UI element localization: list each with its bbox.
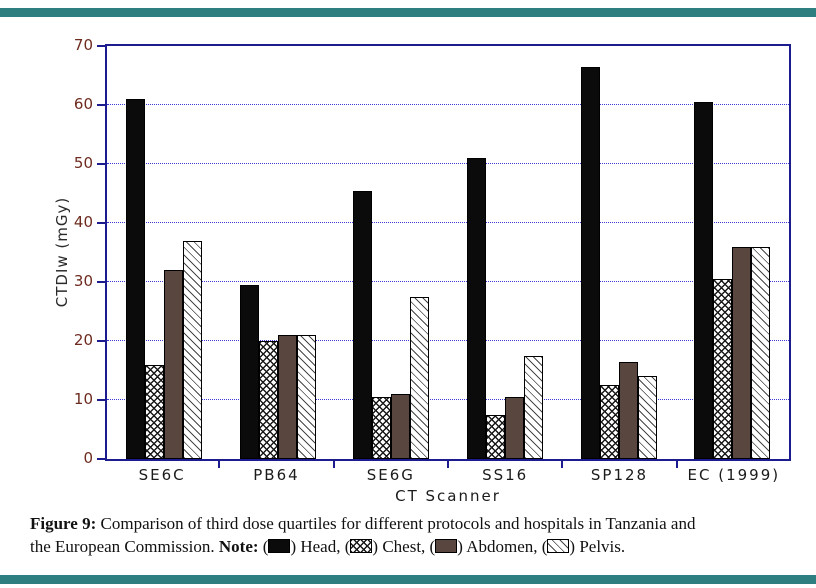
y-tick-30 xyxy=(97,281,105,283)
bar-head-ec-1999 xyxy=(694,102,714,459)
y-tick-label-40: 40 xyxy=(73,213,93,231)
legend-swatch-chest xyxy=(350,538,373,553)
caption-line-2: the European Commission. Note: () Head, … xyxy=(30,536,800,559)
x-axis-tick-1 xyxy=(218,461,221,468)
x-axis-tick-4 xyxy=(561,461,564,468)
y-tick-70 xyxy=(97,45,105,47)
bar-abdomen-se6c xyxy=(163,270,183,459)
bar-chest-ec-1999 xyxy=(713,279,733,459)
bar-pelvis-se6g xyxy=(410,296,430,459)
caption-line-1: Figure 9: Comparison of third dose quart… xyxy=(30,513,800,536)
y-tick-label-10: 10 xyxy=(73,390,93,408)
y-tick-label-50: 50 xyxy=(73,154,93,172)
chart-plot-area xyxy=(105,44,791,461)
x-category-label-se6g: SE6G xyxy=(366,466,415,484)
legend-inline: () Head, () Chest, () Abdomen, () Pelvis… xyxy=(262,536,626,556)
bar-head-se6g xyxy=(353,190,373,459)
x-category-label-ss16: SS16 xyxy=(482,466,529,484)
y-tick-label-70: 70 xyxy=(73,36,93,54)
bar-chest-sp128 xyxy=(599,385,619,459)
bar-pelvis-sp128 xyxy=(637,376,657,459)
caption-line1-text: Comparison of third dose quartiles for d… xyxy=(100,514,696,533)
gridline-20 xyxy=(107,340,789,341)
y-tick-label-0: 0 xyxy=(83,449,93,467)
x-category-label-ec-1999: EC (1999) xyxy=(687,466,781,484)
x-axis-tick-3 xyxy=(447,461,449,468)
figure-caption: Figure 9: Comparison of third dose quart… xyxy=(30,513,800,558)
y-tick-0 xyxy=(97,458,105,460)
gridline-50 xyxy=(107,163,789,164)
bar-chest-se6g xyxy=(372,397,392,459)
bar-pelvis-pb64 xyxy=(296,335,316,459)
bar-head-sp128 xyxy=(580,66,600,459)
bar-head-pb64 xyxy=(239,284,259,459)
y-tick-60 xyxy=(97,104,105,106)
legend-swatch-head xyxy=(268,538,291,553)
bar-abdomen-se6g xyxy=(391,394,411,459)
y-tick-label-30: 30 xyxy=(73,272,93,290)
y-tick-20 xyxy=(97,340,105,342)
top-separator-rule xyxy=(0,8,816,17)
x-axis-title: CT Scanner xyxy=(395,487,501,505)
figure-label: Figure 9: xyxy=(30,514,97,533)
x-category-label-se6c: SE6C xyxy=(138,466,186,484)
bar-chest-pb64 xyxy=(258,341,278,459)
y-tick-50 xyxy=(97,163,105,165)
gridline-10 xyxy=(107,399,789,400)
y-tick-40 xyxy=(97,222,105,224)
y-tick-label-60: 60 xyxy=(73,95,93,113)
bar-chest-ss16 xyxy=(485,414,505,459)
bar-abdomen-sp128 xyxy=(618,361,638,459)
x-category-label-sp128: SP128 xyxy=(590,466,649,484)
bar-abdomen-ec-1999 xyxy=(732,246,752,459)
legend-swatch-pelvis xyxy=(547,538,570,553)
x-axis-tick-5 xyxy=(675,461,678,468)
bar-pelvis-se6c xyxy=(182,240,202,459)
y-tick-10 xyxy=(97,399,105,401)
legend-swatch-abdomen xyxy=(435,538,458,553)
bar-head-ss16 xyxy=(466,158,486,459)
bar-head-se6c xyxy=(125,99,145,459)
gridline-30 xyxy=(107,281,789,282)
caption-line2-text: the European Commission. xyxy=(30,536,215,556)
gridline-60 xyxy=(107,104,789,105)
bar-pelvis-ec-1999 xyxy=(751,246,771,459)
y-tick-label-20: 20 xyxy=(73,331,93,349)
bar-abdomen-pb64 xyxy=(277,335,297,459)
bar-abdomen-ss16 xyxy=(504,397,524,459)
bar-chest-se6c xyxy=(144,364,164,459)
bottom-separator-rule xyxy=(0,575,816,584)
x-category-label-pb64: PB64 xyxy=(253,466,300,484)
x-axis-tick-2 xyxy=(332,461,335,468)
bar-pelvis-ss16 xyxy=(523,355,543,459)
note-label: Note: xyxy=(218,536,259,556)
gridline-40 xyxy=(107,222,789,223)
